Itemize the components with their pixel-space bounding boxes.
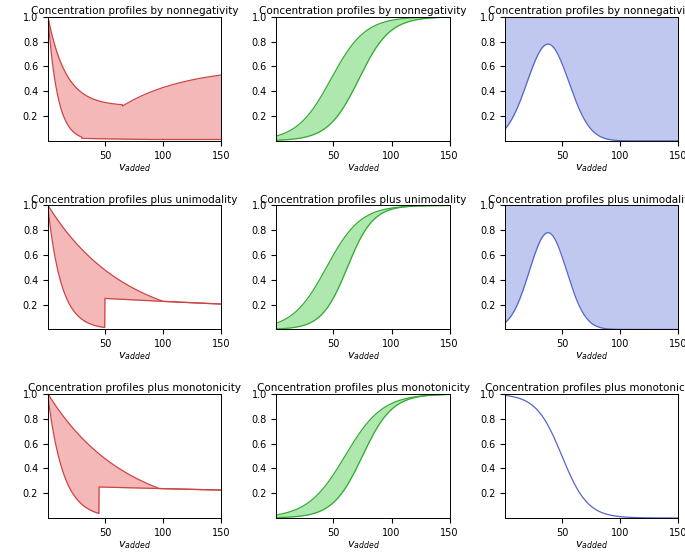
X-axis label: $v_{added}$: $v_{added}$	[575, 162, 608, 174]
X-axis label: $v_{added}$: $v_{added}$	[347, 539, 379, 551]
X-axis label: $v_{added}$: $v_{added}$	[118, 162, 151, 174]
X-axis label: $v_{added}$: $v_{added}$	[347, 162, 379, 174]
Title: Concentration profiles by nonnegativity: Concentration profiles by nonnegativity	[31, 6, 238, 16]
X-axis label: $v_{added}$: $v_{added}$	[575, 539, 608, 551]
Title: Concentration profiles plus unimodality: Concentration profiles plus unimodality	[488, 194, 685, 204]
Title: Concentration profiles by nonnegativity: Concentration profiles by nonnegativity	[488, 6, 685, 16]
Title: Concentration profiles plus unimodality: Concentration profiles plus unimodality	[32, 194, 238, 204]
X-axis label: $v_{added}$: $v_{added}$	[347, 351, 379, 362]
Title: Concentration profiles by nonnegativity: Concentration profiles by nonnegativity	[260, 6, 466, 16]
X-axis label: $v_{added}$: $v_{added}$	[575, 351, 608, 362]
X-axis label: $v_{added}$: $v_{added}$	[118, 351, 151, 362]
X-axis label: $v_{added}$: $v_{added}$	[118, 539, 151, 551]
Title: Concentration profiles plus monotonicity: Concentration profiles plus monotonicity	[257, 383, 469, 393]
Title: Concentration profiles plus monotonicity: Concentration profiles plus monotonicity	[28, 383, 241, 393]
Title: Concentration profiles plus monotonicity: Concentration profiles plus monotonicity	[485, 383, 685, 393]
Title: Concentration profiles plus unimodality: Concentration profiles plus unimodality	[260, 194, 466, 204]
